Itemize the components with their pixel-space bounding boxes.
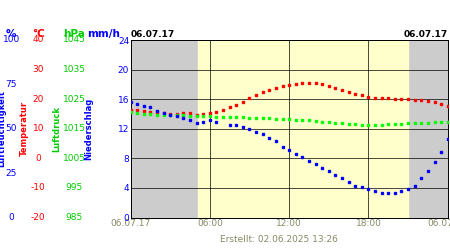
Text: 06.07.17: 06.07.17 bbox=[404, 30, 448, 39]
Text: Luftfeuchtigkeit: Luftfeuchtigkeit bbox=[0, 90, 6, 167]
Text: °C: °C bbox=[32, 29, 45, 39]
Text: 25: 25 bbox=[5, 168, 17, 177]
Text: 50: 50 bbox=[5, 124, 17, 133]
Text: 0: 0 bbox=[9, 213, 14, 222]
Text: 995: 995 bbox=[66, 184, 83, 192]
Text: Erstellt: 02.06.2025 13:26: Erstellt: 02.06.2025 13:26 bbox=[220, 235, 338, 244]
Text: Temperatur: Temperatur bbox=[20, 101, 29, 156]
Text: 1025: 1025 bbox=[63, 95, 86, 104]
Text: 1015: 1015 bbox=[63, 124, 86, 133]
Text: 0: 0 bbox=[36, 154, 41, 163]
Text: mm/h: mm/h bbox=[87, 29, 120, 39]
Text: Luftdruck: Luftdruck bbox=[52, 106, 61, 152]
Text: Niederschlag: Niederschlag bbox=[84, 98, 93, 160]
Text: 1005: 1005 bbox=[63, 154, 86, 163]
Text: hPa: hPa bbox=[63, 29, 85, 39]
Text: 30: 30 bbox=[32, 65, 44, 74]
Text: %: % bbox=[6, 29, 17, 39]
Text: 75: 75 bbox=[5, 80, 17, 89]
Text: 1035: 1035 bbox=[63, 65, 86, 74]
Text: 40: 40 bbox=[32, 36, 44, 44]
Text: -20: -20 bbox=[31, 213, 45, 222]
Text: 20: 20 bbox=[32, 95, 44, 104]
Text: 100: 100 bbox=[3, 36, 20, 44]
Text: 06.07.17: 06.07.17 bbox=[130, 30, 175, 39]
Text: 985: 985 bbox=[66, 213, 83, 222]
Text: 10: 10 bbox=[32, 124, 44, 133]
Text: 1045: 1045 bbox=[63, 36, 86, 44]
Text: -10: -10 bbox=[31, 184, 45, 192]
Bar bbox=[198, 40, 408, 218]
